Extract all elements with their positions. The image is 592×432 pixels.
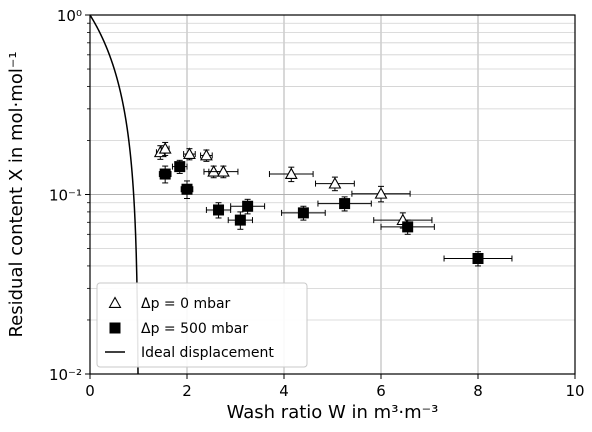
data-point [208,165,239,179]
data-point [351,185,411,203]
data-point [317,196,372,212]
legend-label: Ideal displacement [141,345,274,361]
legend-box [96,282,308,368]
series-dp-500-mbar [158,159,513,267]
triangle-marker [199,148,213,161]
legend-item: Δp = 0 mbar [108,296,231,312]
square-marker [472,253,484,265]
x-tick-label: 6 [376,382,386,400]
x-tick-label: 10 [565,382,584,400]
data-point [158,141,172,156]
y-axis-label: Residual content X in mol·mol⁻¹ [6,51,27,337]
data-point [171,159,188,174]
series-dp-0-mbar [153,141,433,229]
triangle-marker [216,165,230,177]
x-tick-label: 0 [85,382,95,400]
triangle-marker [374,187,388,199]
y-axis-ticks: 10⁻² 10⁻¹ 10⁰ [49,7,90,384]
legend-square-marker [109,322,121,334]
triangle-marker [284,167,298,179]
triangle-marker [182,147,196,160]
data-point [158,165,172,184]
legend-label: Δp = 500 mbar [141,321,248,337]
legend-item: Δp = 500 mbar [109,321,248,337]
legend-label: Δp = 0 mbar [141,296,231,312]
data-point [199,148,213,162]
square-marker [174,161,186,173]
data-point [443,251,513,267]
triangle-marker [328,176,342,189]
data-point [268,166,314,183]
x-tick-label: 4 [279,382,289,400]
square-marker [242,200,254,212]
data-point [180,180,194,199]
ideal-displacement-line [89,14,139,375]
data-point [182,147,196,161]
data-point [205,202,232,219]
square-marker [159,168,171,180]
square-marker [234,214,246,226]
legend: Δp = 0 mbar Δp = 500 mbar Ideal displaceme… [96,282,308,368]
data-point [281,205,326,221]
y-tick-label: 10⁻² [49,366,82,384]
triangle-marker [158,142,172,154]
ideal-displacement-curve [89,14,139,375]
x-axis-ticks: 0 2 4 6 8 10 [85,374,585,400]
x-tick-label: 2 [182,382,192,400]
triangle-marker [207,165,221,177]
square-marker [213,204,225,216]
square-marker [339,198,351,210]
square-marker [181,183,193,195]
legend-triangle-marker [108,296,122,308]
data-point [315,176,355,192]
y-tick-label: 10⁰ [57,7,82,25]
square-marker [297,207,309,219]
data-point [230,198,266,215]
x-axis-label: Wash ratio W in m³·m⁻³ [227,402,439,423]
x-tick-label: 8 [473,382,483,400]
data-point [227,211,253,230]
data-point [380,219,435,235]
legend-item: Ideal displacement [105,345,274,361]
square-marker [402,221,414,233]
y-tick-label: 10⁻¹ [49,187,82,205]
data-points [153,141,513,267]
